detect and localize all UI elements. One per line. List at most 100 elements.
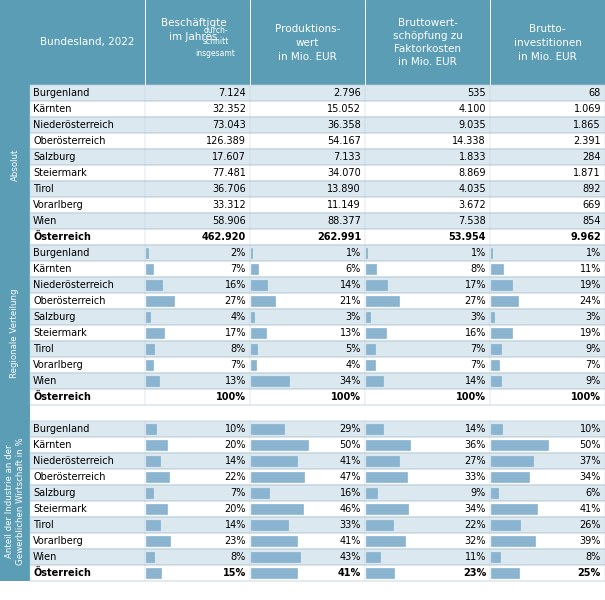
- Bar: [146, 376, 159, 386]
- Text: 34%: 34%: [339, 376, 361, 386]
- Text: 100%: 100%: [216, 392, 246, 402]
- Text: 1.871: 1.871: [574, 168, 601, 178]
- Bar: [251, 360, 255, 370]
- Text: 77.481: 77.481: [212, 168, 246, 178]
- Bar: [366, 568, 394, 578]
- Bar: [30, 245, 605, 261]
- Bar: [366, 328, 385, 338]
- Bar: [146, 520, 160, 530]
- Bar: [146, 264, 153, 274]
- Text: 73.043: 73.043: [212, 120, 246, 130]
- Text: 126.389: 126.389: [206, 136, 246, 146]
- Text: 34%: 34%: [580, 472, 601, 482]
- Text: 47%: 47%: [339, 472, 361, 482]
- Text: 11%: 11%: [465, 552, 486, 562]
- Bar: [30, 85, 605, 101]
- Text: Vorarlberg: Vorarlberg: [33, 536, 83, 546]
- Bar: [0, 421, 30, 581]
- Text: 7.133: 7.133: [333, 152, 361, 162]
- Bar: [366, 456, 399, 466]
- Bar: [30, 197, 605, 213]
- Bar: [491, 488, 498, 498]
- Text: Burgenland: Burgenland: [33, 248, 90, 258]
- Text: 41%: 41%: [338, 568, 361, 578]
- Text: 1.833: 1.833: [459, 152, 486, 162]
- Text: 854: 854: [583, 216, 601, 226]
- Bar: [30, 133, 605, 149]
- Text: 7.538: 7.538: [458, 216, 486, 226]
- Text: 9%: 9%: [586, 376, 601, 386]
- Text: 8%: 8%: [471, 264, 486, 274]
- Text: Wien: Wien: [33, 376, 57, 386]
- Text: 2.391: 2.391: [574, 136, 601, 146]
- Text: 892: 892: [583, 184, 601, 194]
- Bar: [30, 101, 605, 117]
- Bar: [30, 437, 605, 453]
- Text: 17%: 17%: [224, 328, 246, 338]
- Bar: [146, 312, 150, 322]
- Text: Tirol: Tirol: [33, 344, 54, 354]
- Bar: [251, 296, 275, 306]
- Bar: [30, 421, 605, 437]
- Bar: [30, 549, 605, 565]
- Text: 10%: 10%: [224, 424, 246, 434]
- Text: 9%: 9%: [471, 488, 486, 498]
- Bar: [251, 248, 252, 258]
- Text: Regionale Verteilung: Regionale Verteilung: [10, 288, 19, 378]
- Text: Kärnten: Kärnten: [33, 104, 71, 114]
- Bar: [251, 440, 307, 450]
- Bar: [30, 293, 605, 309]
- Bar: [491, 296, 518, 306]
- Text: 2.796: 2.796: [333, 88, 361, 98]
- Text: 11%: 11%: [580, 264, 601, 274]
- Text: 13%: 13%: [224, 376, 246, 386]
- Bar: [251, 312, 254, 322]
- Text: 100%: 100%: [331, 392, 361, 402]
- Bar: [146, 568, 162, 578]
- Text: 33%: 33%: [339, 520, 361, 530]
- Text: Absolut: Absolut: [10, 149, 19, 181]
- Bar: [251, 536, 297, 546]
- Bar: [491, 536, 535, 546]
- Bar: [30, 277, 605, 293]
- Text: 7%: 7%: [231, 264, 246, 274]
- Text: 262.991: 262.991: [317, 232, 361, 242]
- Text: 22%: 22%: [224, 472, 246, 482]
- Bar: [146, 472, 169, 482]
- Text: 6%: 6%: [345, 264, 361, 274]
- Bar: [146, 536, 169, 546]
- Bar: [30, 165, 605, 181]
- Text: 9%: 9%: [586, 344, 601, 354]
- Text: 50%: 50%: [580, 440, 601, 450]
- Text: 36.706: 36.706: [212, 184, 246, 194]
- Text: Burgenland: Burgenland: [33, 424, 90, 434]
- Text: 7%: 7%: [471, 360, 486, 370]
- Text: Tirol: Tirol: [33, 520, 54, 530]
- Bar: [366, 504, 408, 514]
- Text: 7%: 7%: [586, 360, 601, 370]
- Text: 21%: 21%: [339, 296, 361, 306]
- Text: 23%: 23%: [463, 568, 486, 578]
- Text: Wien: Wien: [33, 552, 57, 562]
- Text: 14%: 14%: [224, 520, 246, 530]
- Text: 2%: 2%: [231, 248, 246, 258]
- Bar: [30, 501, 605, 517]
- Bar: [251, 552, 299, 562]
- Text: 4.035: 4.035: [459, 184, 486, 194]
- Text: Vorarlberg: Vorarlberg: [33, 200, 83, 210]
- Text: 669: 669: [583, 200, 601, 210]
- Text: 6%: 6%: [586, 488, 601, 498]
- Bar: [251, 264, 258, 274]
- Text: 5%: 5%: [345, 344, 361, 354]
- Text: Burgenland: Burgenland: [33, 88, 90, 98]
- Bar: [491, 344, 501, 354]
- Bar: [251, 376, 289, 386]
- Text: 68: 68: [589, 88, 601, 98]
- Text: 15%: 15%: [223, 568, 246, 578]
- Text: 3%: 3%: [345, 312, 361, 322]
- Text: 1.069: 1.069: [574, 104, 601, 114]
- Text: 9.035: 9.035: [459, 120, 486, 130]
- Bar: [251, 424, 284, 434]
- Text: 33%: 33%: [465, 472, 486, 482]
- Bar: [366, 424, 383, 434]
